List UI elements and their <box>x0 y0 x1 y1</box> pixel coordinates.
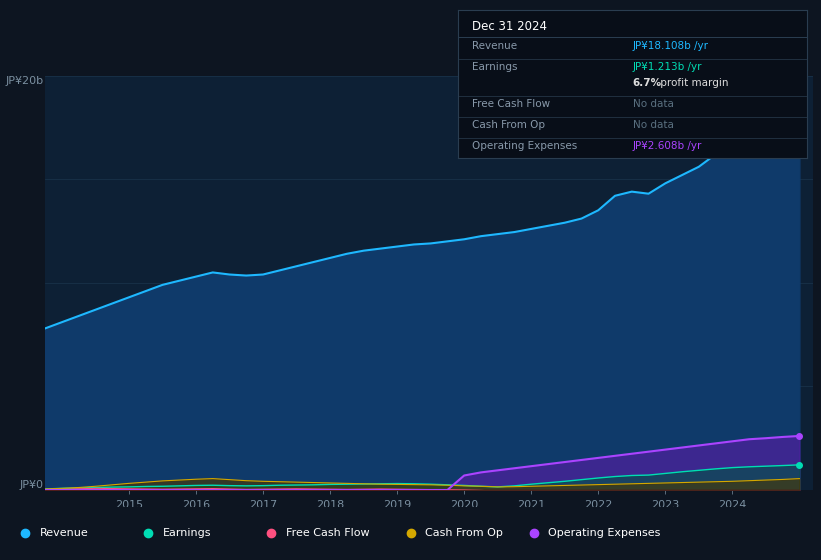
Text: Dec 31 2024: Dec 31 2024 <box>472 21 547 34</box>
Text: JP¥1.213b /yr: JP¥1.213b /yr <box>633 62 702 72</box>
Text: Earnings: Earnings <box>472 62 517 72</box>
Text: Operating Expenses: Operating Expenses <box>548 529 661 538</box>
Text: Free Cash Flow: Free Cash Flow <box>286 529 369 538</box>
Text: Free Cash Flow: Free Cash Flow <box>472 99 550 109</box>
Text: Revenue: Revenue <box>472 41 517 52</box>
Text: Revenue: Revenue <box>39 529 88 538</box>
Text: 6.7%: 6.7% <box>633 78 662 88</box>
Text: JP¥2.608b /yr: JP¥2.608b /yr <box>633 141 702 151</box>
Text: Operating Expenses: Operating Expenses <box>472 141 577 151</box>
Text: Cash From Op: Cash From Op <box>425 529 503 538</box>
Text: JP¥18.108b /yr: JP¥18.108b /yr <box>633 41 709 52</box>
Text: profit margin: profit margin <box>657 78 728 88</box>
Text: No data: No data <box>633 99 673 109</box>
Text: JP¥0: JP¥0 <box>20 480 44 490</box>
Text: Cash From Op: Cash From Op <box>472 120 545 130</box>
Text: No data: No data <box>633 120 673 130</box>
Text: JP¥20b: JP¥20b <box>6 76 44 86</box>
Text: Earnings: Earnings <box>163 529 211 538</box>
